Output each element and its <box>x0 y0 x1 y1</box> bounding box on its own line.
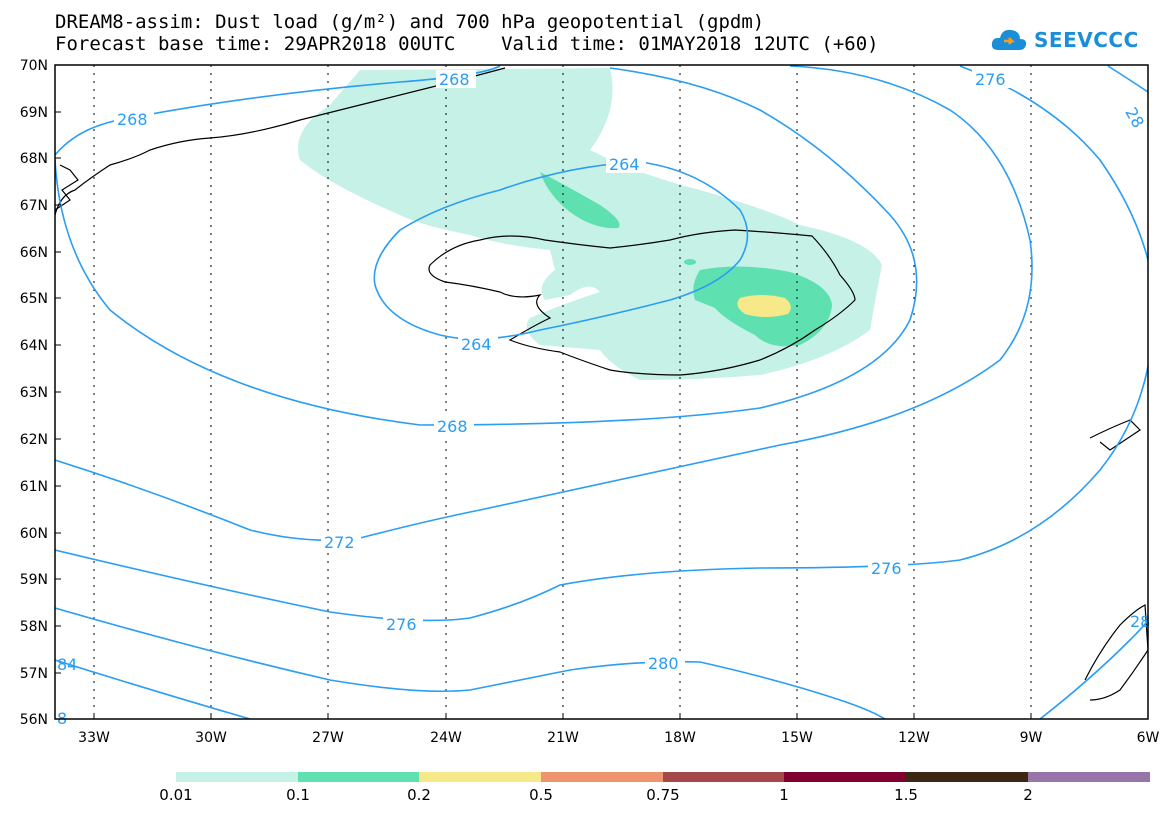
contour-label: 268 <box>117 110 148 129</box>
lat-label: 58N <box>20 619 48 635</box>
lon-label: 9W <box>1020 730 1043 746</box>
contour-label: 28 <box>1130 612 1150 631</box>
lat-label: 63N <box>20 385 48 401</box>
colorbar-swatch-5 <box>784 772 906 782</box>
chart-title: DREAM8-assim: Dust load (g/m²) and 700 h… <box>55 11 765 33</box>
colorbar-label: 2 <box>1023 786 1033 804</box>
lon-label: 21W <box>547 730 579 746</box>
colorbar-swatch-4 <box>663 772 784 782</box>
seevccc-logo: SEEVCCC <box>990 20 1140 60</box>
lat-label: 61N <box>20 479 48 495</box>
lat-label: 60N <box>20 526 48 542</box>
logo-text: SEEVCCC <box>1034 28 1139 52</box>
dust-area-high <box>737 295 791 317</box>
lon-labels: 33W 30W 27W 24W 21W 18W 15W 12W 9W 6W <box>78 730 1159 746</box>
contour-label: 264 <box>461 335 492 354</box>
lat-label: 69N <box>20 105 48 121</box>
colorbar-label: 1.5 <box>894 786 918 804</box>
lat-label: 66N <box>20 245 48 261</box>
lat-label: 64N <box>20 338 48 354</box>
lon-label: 30W <box>195 730 227 746</box>
colorbar-swatch-7 <box>1028 772 1150 782</box>
forecast-time-line: Forecast base time: 29APR2018 00UTC Vali… <box>55 33 879 55</box>
colorbar-label: 0.75 <box>646 786 680 804</box>
map-area <box>55 65 1148 719</box>
lat-labels: 70N 69N 68N 67N 66N 65N 64N 63N 62N 61N … <box>20 58 48 728</box>
lat-label: 65N <box>20 291 48 307</box>
lon-label: 12W <box>898 730 930 746</box>
grid-lines <box>93 65 1032 719</box>
contour-label: 268 <box>439 70 470 89</box>
colorbar-swatch-3 <box>541 772 663 782</box>
colorbar-label: 0.1 <box>286 786 310 804</box>
lon-label: 33W <box>78 730 110 746</box>
lat-label: 59N <box>20 572 48 588</box>
contour-label: 272 <box>324 533 355 552</box>
contour-label: 276 <box>386 615 417 634</box>
lon-ticks <box>93 713 1149 719</box>
lon-label: 15W <box>781 730 813 746</box>
colorbar-swatch-1 <box>298 772 419 782</box>
dust-area-mid-north <box>540 172 620 229</box>
contour-label: 268 <box>437 417 468 436</box>
contour-label: 276 <box>871 559 902 578</box>
lon-label: 6W <box>1137 730 1160 746</box>
dust-area-mid-small <box>684 259 696 265</box>
lat-label: 68N <box>20 151 48 167</box>
contour-label-group: 268 268 264 276 264 268 272 276 276 280 … <box>57 70 1150 728</box>
lat-label: 67N <box>20 198 48 214</box>
colorbar-label: 1 <box>779 786 789 804</box>
colorbar-label: 0.5 <box>529 786 553 804</box>
colorbar-swatch-2 <box>419 772 541 782</box>
lat-label: 62N <box>20 432 48 448</box>
lat-ticks <box>55 64 61 720</box>
lat-label: 70N <box>20 58 48 74</box>
lon-label: 24W <box>430 730 462 746</box>
contour-label: 280 <box>648 654 679 673</box>
cloud-icon <box>991 29 1027 50</box>
colorbar-label: 0.2 <box>407 786 431 804</box>
colorbar-swatch-6 <box>906 772 1028 782</box>
contour-label: 264 <box>609 155 640 174</box>
colorbar-label: 0.01 <box>159 786 193 804</box>
coastlines <box>55 67 1148 701</box>
lon-label: 18W <box>664 730 696 746</box>
contour-label: 276 <box>975 70 1006 89</box>
contour-label: 28 <box>1121 104 1148 131</box>
colorbar-swatch-0 <box>176 772 298 782</box>
lon-label: 27W <box>312 730 344 746</box>
contour-label: 84 <box>57 655 77 674</box>
lat-label: 56N <box>20 712 48 728</box>
lat-label: 57N <box>20 666 48 682</box>
